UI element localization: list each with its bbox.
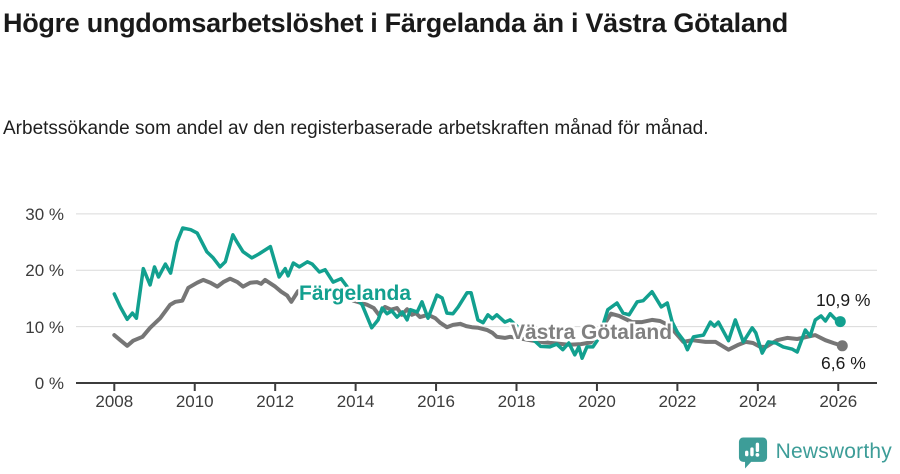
end-value-label-fargelanda: 10,9 % — [816, 290, 871, 310]
newsworthy-wordmark: Newsworthy — [775, 440, 892, 463]
x-tick-label: 2008 — [95, 392, 134, 411]
end-value-label-vastra-gotaland: 6,6 % — [821, 353, 866, 373]
page-subtitle: Arbetssökande som andel av den registerb… — [3, 118, 709, 139]
x-tick-label: 2012 — [256, 392, 295, 411]
x-tick-label: 2020 — [578, 392, 616, 411]
y-tick-label: 10 % — [25, 317, 64, 337]
newsworthy-logo-link[interactable]: Newsworthy — [738, 435, 892, 469]
y-tick-label: 20 % — [25, 261, 64, 281]
series-line-fargelanda — [112, 226, 843, 360]
x-tick-label: 2022 — [658, 392, 697, 411]
series-line-vastra-gotaland — [112, 276, 845, 352]
newsworthy-icon — [738, 437, 767, 468]
y-tick-label: 30 % — [25, 204, 64, 224]
end-dot-fargelanda — [834, 316, 846, 328]
x-tick-label: 2024 — [738, 392, 777, 411]
series-label-vastra-gotaland: Västra Götaland — [511, 321, 673, 344]
x-tick-label: 2010 — [175, 392, 214, 411]
series-label-fargelanda: Färgelanda — [299, 282, 412, 305]
x-tick-label: 2016 — [417, 392, 455, 411]
y-tick-label: 0 % — [34, 374, 64, 393]
page-title: Högre ungdomsarbetslöshet i Färgelanda ä… — [3, 8, 788, 38]
end-dot-vastra-gotaland — [836, 340, 848, 352]
x-tick-label: 2018 — [497, 392, 536, 411]
x-tick-label: 2026 — [819, 392, 858, 411]
x-tick-label: 2014 — [336, 392, 375, 411]
